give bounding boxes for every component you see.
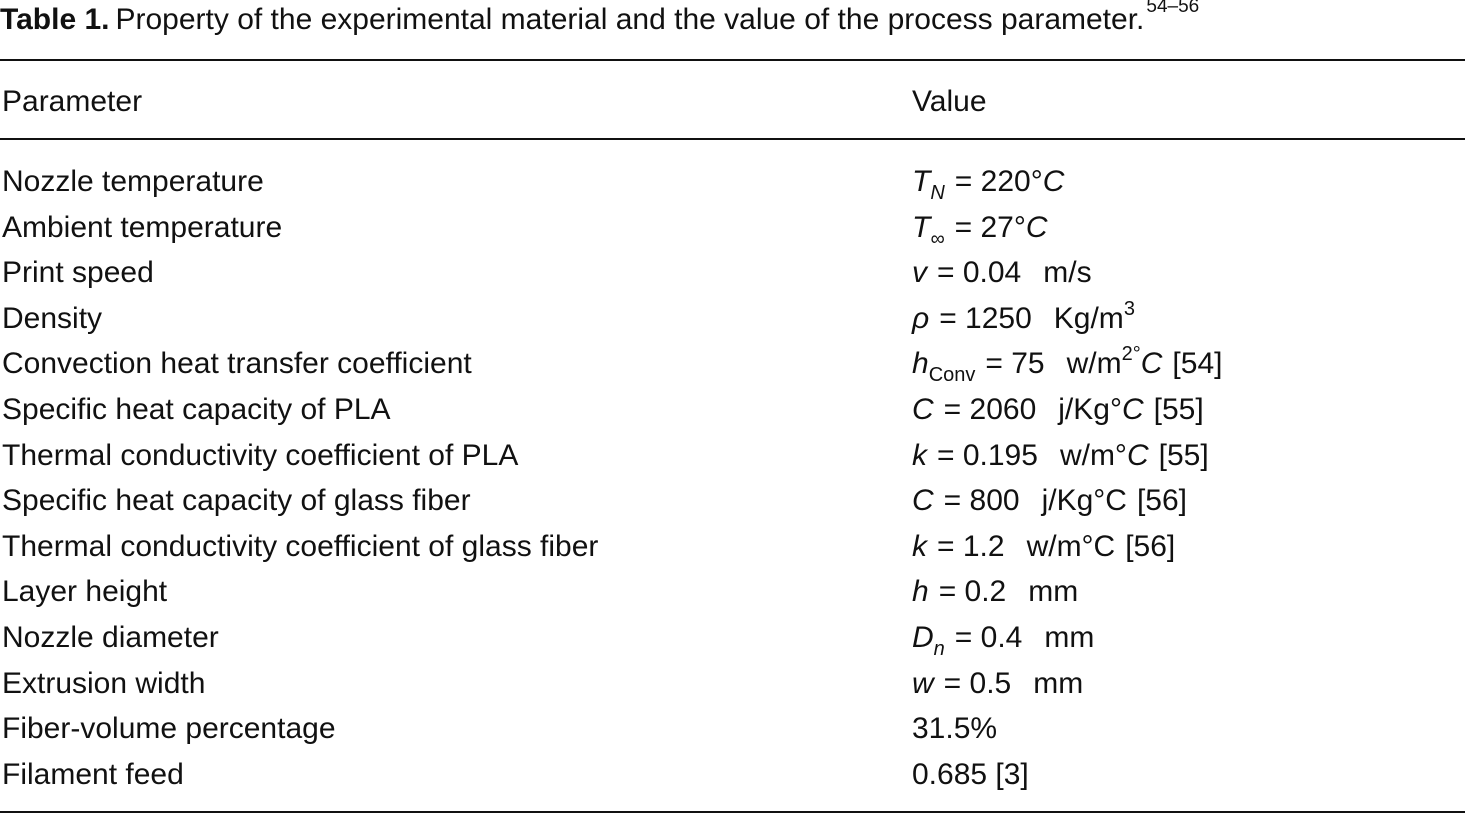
value-cell: k = 0.195 w/m°C [55] — [912, 438, 1209, 474]
value-part: h — [912, 347, 929, 381]
value-part: mm — [1033, 666, 1084, 700]
value-part: 2° — [1121, 343, 1141, 366]
value-part: Kg/m — [1053, 301, 1124, 335]
value-part: = 0.04 — [937, 256, 1022, 290]
caption-text: Property of the experimental material an… — [115, 3, 1145, 36]
parameter-cell: Convection heat transfer coefficient — [2, 347, 472, 381]
value-part: j/Kg°C — [1041, 484, 1127, 518]
value-part: N — [930, 182, 945, 204]
parameter-cell: Fiber-volume percentage — [2, 712, 336, 746]
value-part: w/m° — [1059, 438, 1127, 472]
value-part: mm — [1044, 621, 1095, 654]
value-part: = 0.5 — [943, 666, 1012, 700]
rule — [0, 138, 1465, 140]
value-part: [56] — [1136, 484, 1187, 518]
parameter-cell: Layer height — [2, 575, 168, 609]
parameter-cell: Thermal conductivity coefficient of PLA — [2, 438, 519, 472]
value-part: w — [912, 666, 934, 700]
value-part: 31.5% — [912, 712, 998, 746]
value-part: [55] — [1158, 438, 1209, 472]
parameter-cell: Extrusion width — [2, 666, 206, 700]
header-cell: Parameter — [2, 85, 143, 118]
value-part: w/m — [1066, 347, 1122, 381]
parameter-cell: Ambient temperature — [2, 210, 283, 244]
value-cell: k = 1.2 w/m°C [56] — [912, 529, 1175, 565]
value-cell: C = 800 j/Kg°C [56] — [912, 483, 1187, 519]
value-cell: T∞ = 27°C — [912, 210, 1048, 250]
value-cell: Dn = 0.4 mm — [912, 620, 1095, 660]
value-part: [55] — [1153, 393, 1204, 426]
value-part: T — [912, 165, 931, 198]
value-part: k — [912, 529, 927, 563]
value-cell: 31.5% — [912, 711, 997, 747]
value-part: = 0.195 — [937, 438, 1038, 472]
caption-refs: 54–56 — [1146, 0, 1200, 17]
value-part: mm — [1028, 575, 1079, 609]
value-part: C — [1126, 438, 1149, 472]
value-part: C — [912, 484, 934, 518]
parameter-cell: Filament feed — [2, 757, 184, 791]
value-cell: w = 0.5 mm — [912, 666, 1083, 702]
value-part: C — [1140, 347, 1163, 381]
value-cell: v = 0.04 m/s — [912, 255, 1092, 291]
value-part: C — [912, 393, 934, 426]
caption-label: Table 1. — [0, 3, 110, 36]
value-cell: h = 0.2 mm — [912, 574, 1078, 610]
value-part: [54] — [1172, 347, 1223, 381]
value-part: m/s — [1043, 256, 1092, 290]
value-part: k — [912, 438, 927, 472]
header-cell: Value — [912, 85, 987, 118]
parameter-cell: Print speed — [2, 256, 154, 290]
value-part: = 27° — [954, 210, 1026, 244]
value-part: = 0.4 — [954, 621, 1023, 654]
parameter-cell: Thermal conductivity coefficient of glas… — [2, 529, 599, 563]
rule — [0, 811, 1465, 813]
value-part: v — [912, 256, 927, 290]
value-part: C — [1042, 165, 1065, 198]
value-cell: TN = 220°C — [912, 164, 1065, 204]
value-cell: ρ = 1250 Kg/m3 — [912, 297, 1135, 340]
value-part: = 0.2 — [938, 575, 1007, 609]
value-part: w/m°C — [1026, 529, 1116, 563]
value-part: = 800 — [943, 484, 1020, 518]
value-part: h — [912, 575, 929, 609]
value-part: ∞ — [930, 227, 945, 250]
value-part: C — [1025, 210, 1048, 244]
value-part: Conv — [928, 364, 976, 387]
parameter-cell: Nozzle temperature — [2, 165, 264, 198]
value-part: = 220° — [954, 165, 1043, 198]
value-part: C — [1121, 393, 1144, 426]
value-part: = 2060 — [943, 393, 1037, 426]
value-part: = 75 — [985, 347, 1045, 381]
caption: Table 1. Property of the experimental mat… — [0, 0, 1200, 37]
value-part: T — [912, 210, 931, 244]
value-cell: C = 2060 j/Kg°C [55] — [912, 392, 1204, 428]
value-part: D — [912, 621, 934, 654]
value-part: = 1250 — [939, 301, 1032, 335]
rule — [0, 59, 1465, 61]
value-part: = 1.2 — [937, 529, 1005, 563]
parameter-cell: Nozzle diameter — [2, 621, 219, 654]
value-part: n — [933, 638, 945, 660]
parameter-cell: Density — [2, 301, 103, 335]
parameter-cell: Specific heat capacity of glass fiber — [2, 484, 471, 518]
value-cell: hConv = 75 w/m2°C [54] — [912, 343, 1223, 387]
value-part: 3 — [1123, 297, 1135, 320]
value-part: ρ — [912, 301, 930, 335]
value-cell: 0.685 [3] — [912, 757, 1029, 793]
value-part: 0.685 [3] — [912, 757, 1029, 791]
value-part: [56] — [1125, 529, 1176, 563]
value-part: j/Kg° — [1058, 393, 1122, 426]
parameter-cell: Specific heat capacity of PLA — [2, 393, 391, 426]
